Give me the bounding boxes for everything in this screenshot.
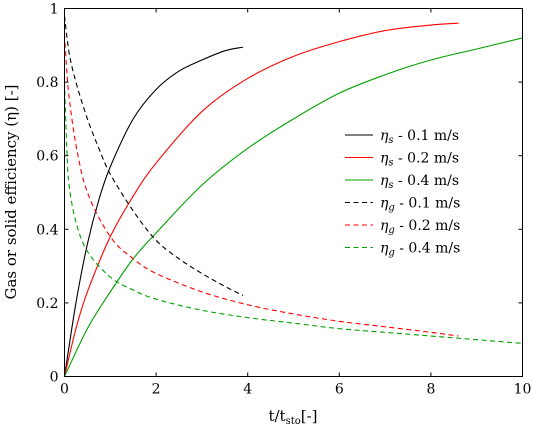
- x-tick-label: 6: [335, 382, 344, 398]
- legend-label-3: ηs - 0.4 m/s: [380, 173, 459, 191]
- y-tick-label: 0.2: [36, 296, 58, 312]
- x-tick-label: 4: [243, 382, 252, 398]
- x-tick-label: 2: [152, 382, 161, 398]
- series-line-1: [63, 46, 244, 377]
- plot-frame: [64, 8, 523, 377]
- series-line-6: [63, 82, 523, 344]
- x-axis-label: t/tsto[-]: [268, 407, 317, 427]
- legend-label-4: ηg - 0.1 m/s: [380, 196, 460, 214]
- x-tick-label: 0: [60, 382, 69, 398]
- series-line-3: [64, 37, 523, 377]
- x-tick-label: 10: [514, 382, 532, 398]
- x-axis: 0 2 4 6 8 10: [60, 8, 532, 398]
- y-axis: 0 0.2 0.4 0.6 0.8 1: [36, 2, 523, 386]
- y-tick-label: 1: [50, 2, 59, 18]
- legend: ηs - 0.1 m/s ηs - 0.2 m/s ηs - 0.4 m/s ηg -…: [345, 128, 460, 259]
- y-tick-label: 0.6: [36, 149, 58, 165]
- x-tick-label: 8: [426, 382, 435, 398]
- y-axis-label: Gas or solid efficiency (η) [-]: [2, 85, 20, 300]
- legend-label-1: ηs - 0.1 m/s: [380, 128, 459, 146]
- y-tick-label: 0: [50, 370, 59, 386]
- series-line-2: [63, 22, 459, 377]
- legend-label-5: ηg - 0.2 m/s: [380, 218, 460, 236]
- y-tick-label: 0.4: [36, 222, 58, 238]
- legend-label-6: ηg - 0.4 m/s: [380, 241, 460, 259]
- series-line-4: [63, 15, 244, 297]
- legend-label-2: ηs - 0.2 m/s: [380, 151, 459, 169]
- y-tick-label: 0.8: [36, 75, 58, 91]
- plot-area: [63, 15, 523, 377]
